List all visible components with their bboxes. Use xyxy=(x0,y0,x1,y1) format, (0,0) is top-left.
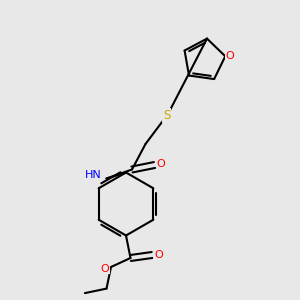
Text: O: O xyxy=(154,250,163,260)
Text: O: O xyxy=(100,263,109,274)
Text: O: O xyxy=(157,159,166,170)
Text: O: O xyxy=(225,51,234,61)
Text: S: S xyxy=(163,109,170,122)
Text: HN: HN xyxy=(85,170,101,181)
